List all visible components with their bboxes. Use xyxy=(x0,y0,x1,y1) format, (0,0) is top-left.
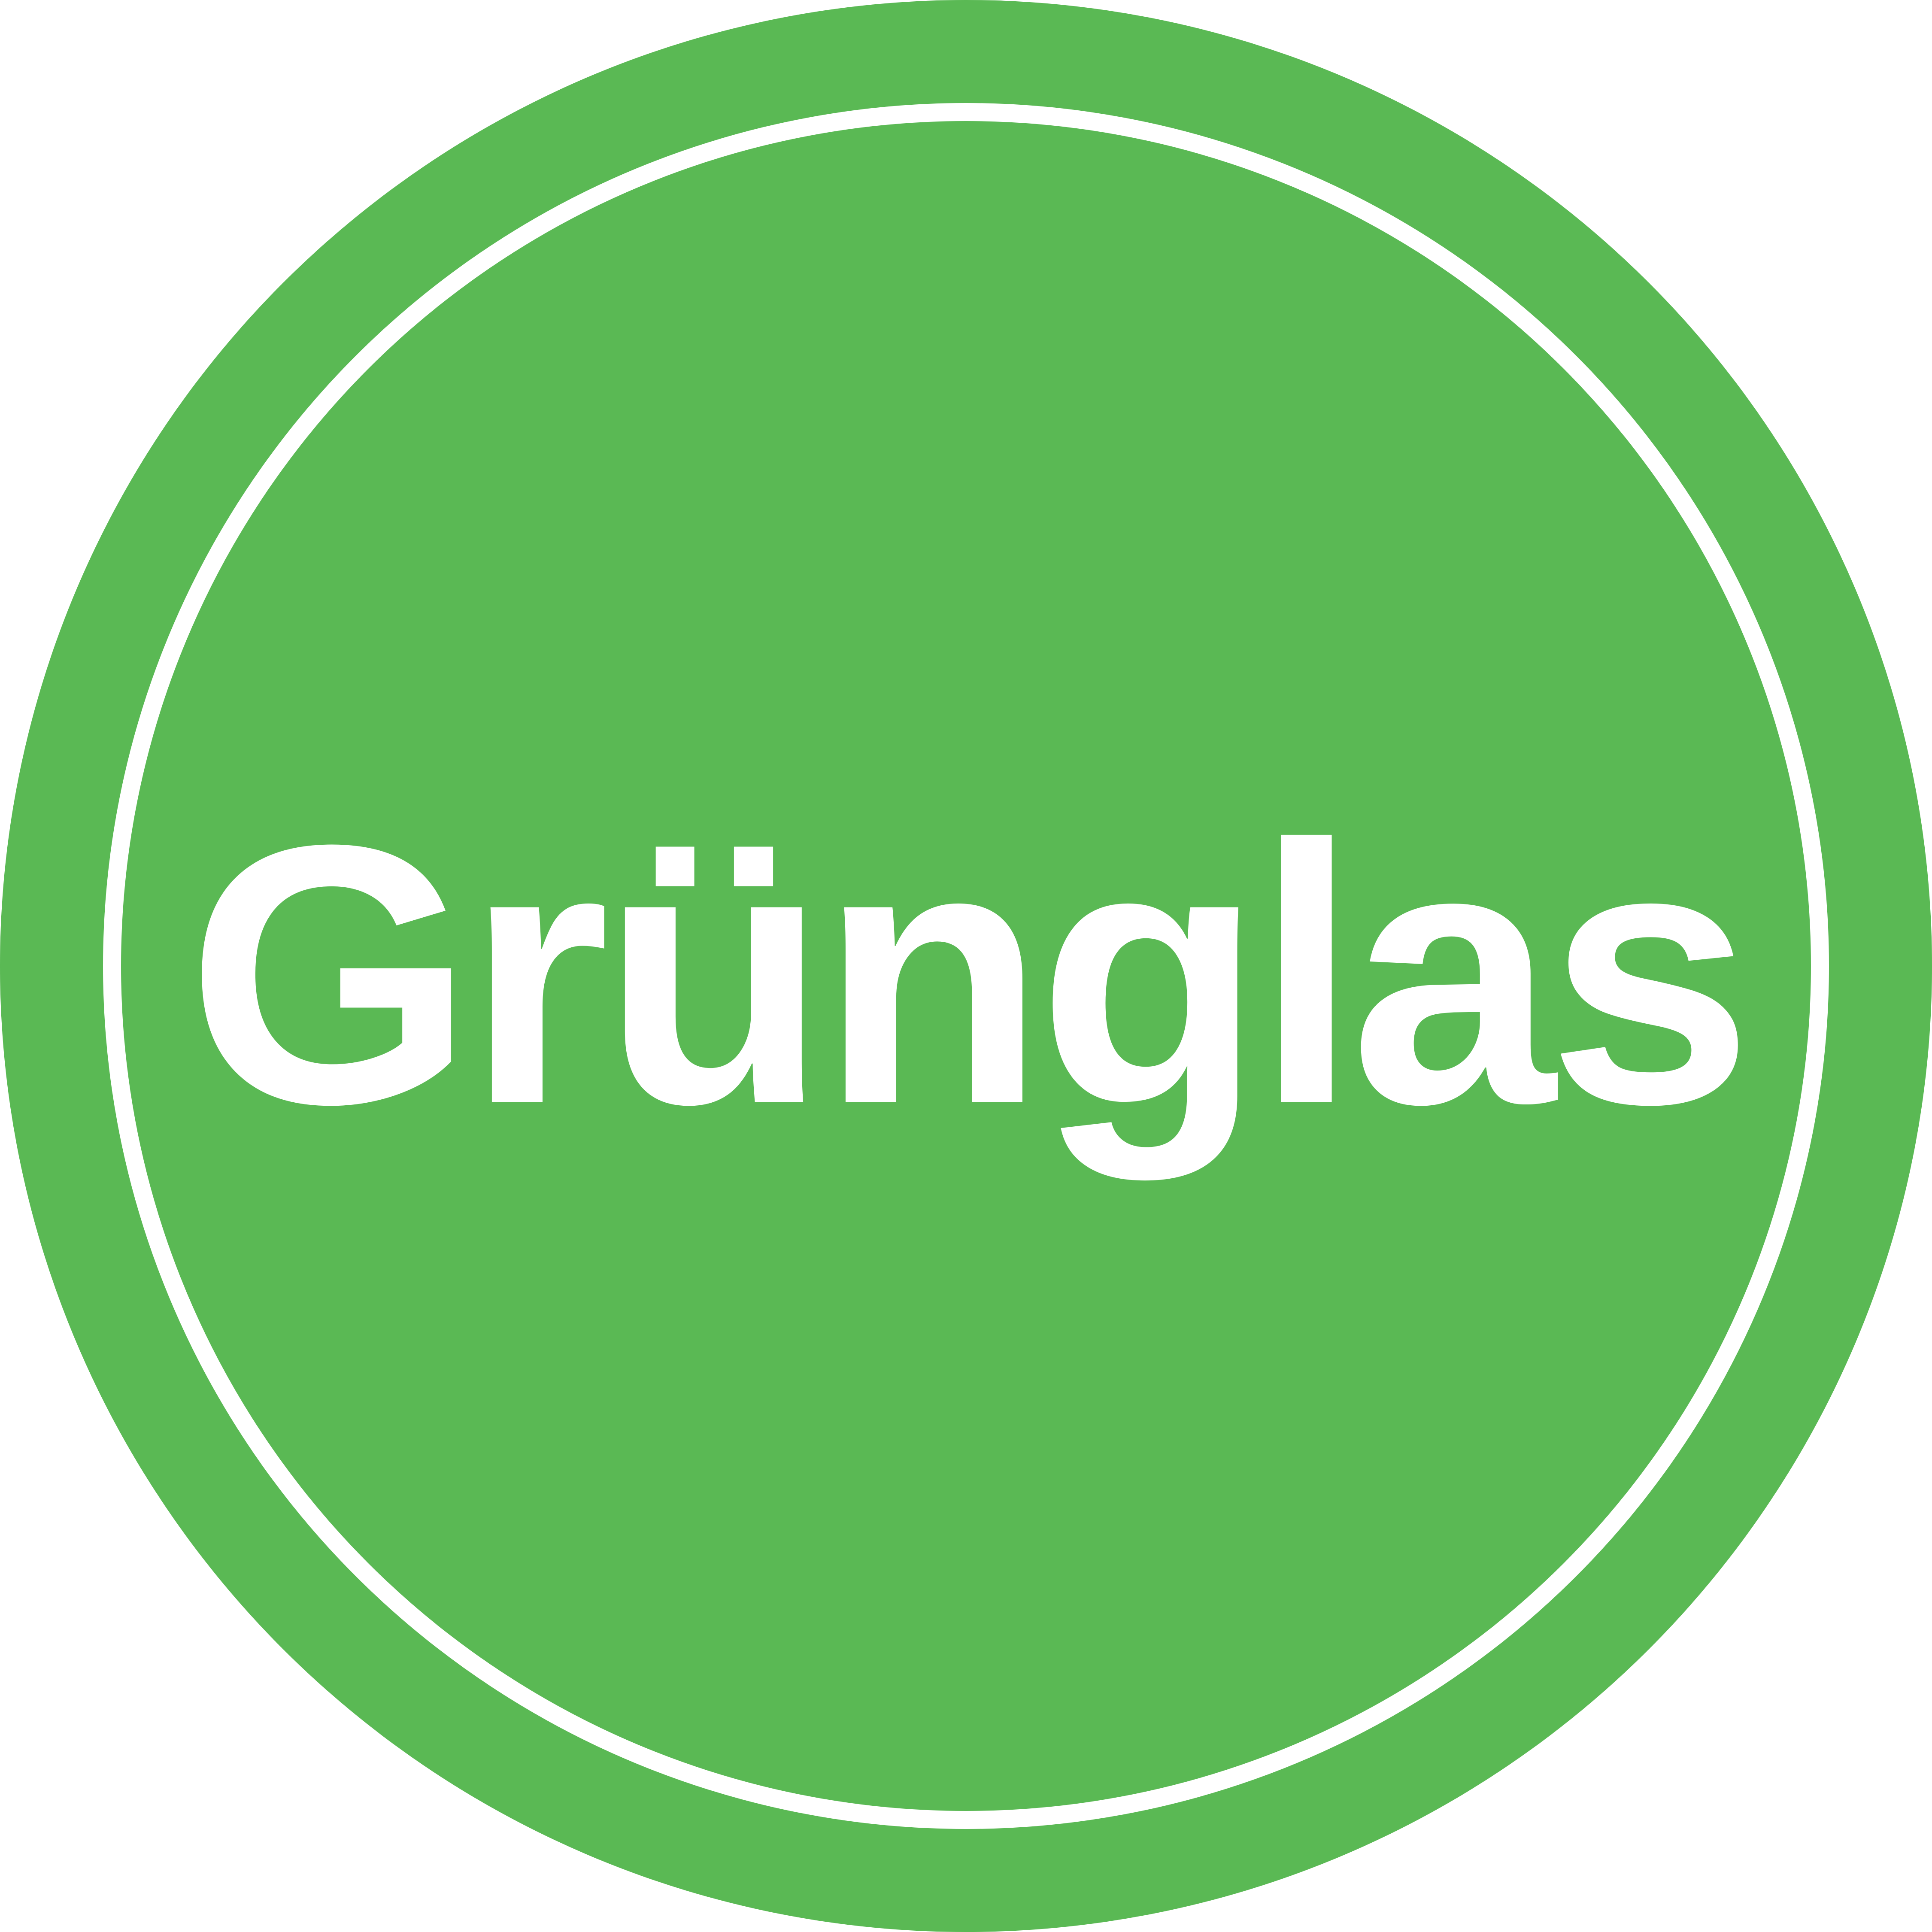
brand-wordmark: Grünglas xyxy=(186,768,1753,1181)
